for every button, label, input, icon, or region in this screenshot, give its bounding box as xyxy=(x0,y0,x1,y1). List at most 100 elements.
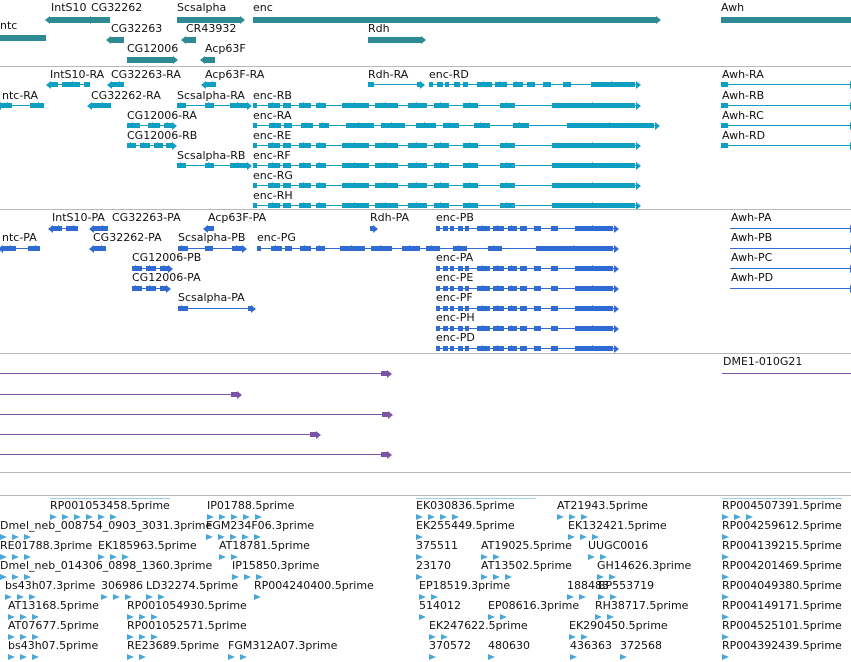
transcripts-label[interactable]: Rdh-RA xyxy=(368,68,409,81)
genes-label[interactable]: CG32263 xyxy=(111,22,163,35)
ests-label[interactable]: EK290450.5prime xyxy=(569,619,668,632)
genes-label[interactable]: Acp63F xyxy=(205,42,246,55)
ests-label[interactable]: 306986 xyxy=(101,579,143,592)
ests-label[interactable]: bs43h07.5prime xyxy=(8,639,99,652)
ests-label[interactable]: FGM234F06.3prime xyxy=(206,519,315,532)
transcripts-label[interactable]: enc-RE xyxy=(253,129,292,142)
transcripts-label[interactable]: enc-RG xyxy=(253,169,293,182)
transcripts-label[interactable]: Awh-RD xyxy=(722,129,766,142)
ests-label[interactable]: 372568 xyxy=(620,639,662,652)
proteins-label[interactable]: Awh-PC xyxy=(731,251,773,264)
transcripts-label[interactable]: Acp63F-RA xyxy=(205,68,265,81)
ests-label[interactable]: FGM312A07.3prime xyxy=(228,639,338,652)
ests-label[interactable]: 370572 xyxy=(429,639,471,652)
ests-label[interactable]: RH38717.5prime xyxy=(595,599,689,612)
ests-label[interactable]: AT07677.5prime xyxy=(8,619,99,632)
proteins-label[interactable]: ntc-PA xyxy=(2,231,37,244)
genes-label[interactable]: Rdh xyxy=(368,22,390,35)
ests-label[interactable]: EK030836.5prime xyxy=(416,499,515,512)
ests-label[interactable]: 188483 xyxy=(567,579,609,592)
ests-label[interactable]: RP004392439.5prime xyxy=(722,639,842,652)
proteins-label[interactable]: CG12006-PB xyxy=(132,251,202,264)
transcripts-label[interactable]: enc-RH xyxy=(253,189,293,202)
ests-label[interactable]: IP01788.5prime xyxy=(207,499,295,512)
proteins-label[interactable]: CG32263-PA xyxy=(112,211,181,224)
genes-label[interactable]: ntc xyxy=(0,19,18,32)
transcripts-label[interactable]: CG32262-RA xyxy=(91,89,161,102)
ests-label[interactable]: UUGC0016 xyxy=(588,539,649,552)
ests-label[interactable]: RP004240400.5prime xyxy=(254,579,374,592)
ests-label[interactable]: LD32274.5prime xyxy=(146,579,239,592)
proteins-label[interactable]: Scsalpha-PB xyxy=(178,231,246,244)
genes-label[interactable]: enc xyxy=(253,1,273,14)
ests-label[interactable]: RP004201469.5prime xyxy=(722,559,842,572)
ests-label[interactable]: RE01788.3prime xyxy=(0,539,93,552)
ests-label[interactable]: BP553719 xyxy=(598,579,655,592)
transcripts-label[interactable]: CG12006-RA xyxy=(127,109,197,122)
transcripts-label[interactable]: Awh-RC xyxy=(722,109,764,122)
ests-label[interactable]: EK247622.5prime xyxy=(429,619,528,632)
transcripts-label[interactable]: Scsalpha-RB xyxy=(177,149,246,162)
ests-label[interactable]: RE23689.5prime xyxy=(127,639,220,652)
ests-label[interactable]: AT19025.5prime xyxy=(481,539,572,552)
ests-label[interactable]: RP004525101.5prime xyxy=(722,619,842,632)
ests-label[interactable]: RP001052571.5prime xyxy=(127,619,247,632)
genes-label[interactable]: CG12006 xyxy=(127,42,179,55)
transcripts-label[interactable]: ntc-RA xyxy=(2,89,39,102)
genes-label[interactable]: Awh xyxy=(721,1,745,14)
proteins-label[interactable]: enc-PG xyxy=(257,231,296,244)
proteins-label[interactable]: Acp63F-PA xyxy=(208,211,267,224)
ests-label[interactable]: EK132421.5prime xyxy=(568,519,667,532)
ests-label[interactable]: 375511 xyxy=(416,539,458,552)
ests-label[interactable]: RP004139215.5prime xyxy=(722,539,842,552)
ests-label[interactable]: 436363 xyxy=(570,639,612,652)
transcripts-label[interactable]: enc-RD xyxy=(429,68,469,81)
proteins-label[interactable]: enc-PH xyxy=(436,311,475,324)
ests-label[interactable]: 480630 xyxy=(488,639,530,652)
transcripts-label[interactable]: IntS10-RA xyxy=(50,68,105,81)
proteins-label[interactable]: IntS10-PA xyxy=(52,211,105,224)
genes-label[interactable]: Scsalpha xyxy=(177,1,227,14)
proteins-label[interactable]: enc-PD xyxy=(436,331,475,344)
proteins-label[interactable]: enc-PB xyxy=(436,211,474,224)
ests-label[interactable]: 514012 xyxy=(419,599,461,612)
ests-label[interactable]: AT21943.5prime xyxy=(557,499,648,512)
transcripts-label[interactable]: enc-RF xyxy=(253,149,291,162)
genes-label[interactable]: CR43932 xyxy=(186,22,237,35)
transcripts-label[interactable]: Scsalpha-RA xyxy=(177,89,245,102)
proteins-label[interactable]: Awh-PB xyxy=(731,231,773,244)
transcripts-label[interactable]: Awh-RA xyxy=(722,68,764,81)
ests-label[interactable]: AT18781.5prime xyxy=(219,539,310,552)
transcripts-label[interactable]: CG32263-RA xyxy=(111,68,181,81)
proteins-label[interactable]: CG12006-PA xyxy=(132,271,201,284)
ests-label[interactable]: GH14626.3prime xyxy=(597,559,692,572)
transcripts-label[interactable]: enc-RA xyxy=(253,109,292,122)
ests-label[interactable]: AT13168.5prime xyxy=(8,599,99,612)
ests-label[interactable]: 23170 xyxy=(416,559,451,572)
genes-label[interactable]: CG32262 xyxy=(91,1,143,14)
ests-label[interactable]: AT13502.5prime xyxy=(481,559,572,572)
ests-label[interactable]: EP18519.3prime xyxy=(419,579,511,592)
ests-label[interactable]: EK185963.5prime xyxy=(98,539,197,552)
proteins-label[interactable]: enc-PF xyxy=(436,291,473,304)
ests-label[interactable]: RP004259612.5prime xyxy=(722,519,842,532)
ests-label[interactable]: Dmel_neb_008754_0903_3031.3prime xyxy=(0,519,213,532)
ests-label[interactable]: RP004507391.5prime xyxy=(722,499,842,512)
proteins-label[interactable]: CG32262-PA xyxy=(93,231,162,244)
ests-label[interactable]: bs43h07.3prime xyxy=(5,579,96,592)
proteins-label[interactable]: Scsalpha-PA xyxy=(178,291,245,304)
transcripts-label[interactable]: CG12006-RB xyxy=(127,129,198,142)
clones-label[interactable]: DME1-010G21 xyxy=(723,355,803,368)
ests-label[interactable]: EK255449.5prime xyxy=(416,519,515,532)
ests-label[interactable]: RP001053458.5prime xyxy=(50,499,170,512)
ests-label[interactable]: EP08616.3prime xyxy=(488,599,580,612)
ests-label[interactable]: RP001054930.5prime xyxy=(127,599,247,612)
transcripts-label[interactable]: enc-RB xyxy=(253,89,292,102)
proteins-label[interactable]: Rdh-PA xyxy=(370,211,410,224)
ests-label[interactable]: IP15850.3prime xyxy=(232,559,320,572)
ests-label[interactable]: Dmel_neb_014306_0898_1360.3prime xyxy=(0,559,213,572)
proteins-label[interactable]: Awh-PD xyxy=(731,271,774,284)
proteins-label[interactable]: enc-PE xyxy=(436,271,474,284)
ests-label[interactable]: RP004049380.5prime xyxy=(722,579,842,592)
